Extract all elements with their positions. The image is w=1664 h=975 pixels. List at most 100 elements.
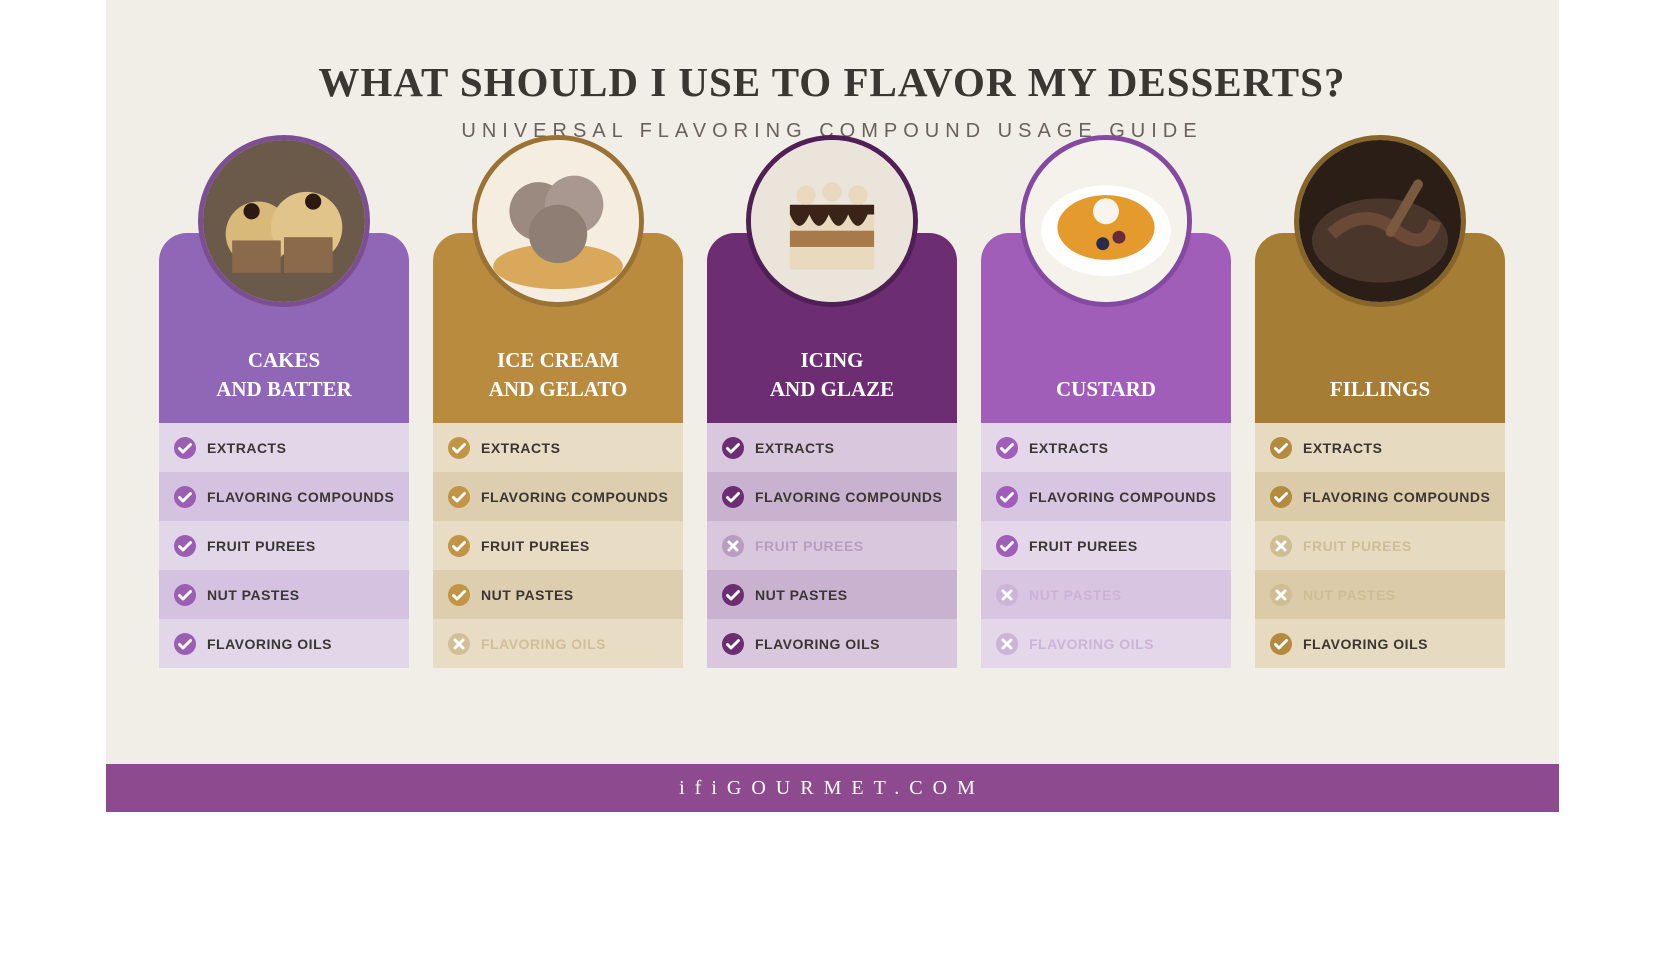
flavor-row: NUT PASTES: [707, 570, 957, 619]
flavor-row: FLAVORING OILS: [433, 619, 683, 668]
category-column: ICE CREAMAND GELATO EXTRACTS FLAVORING C…: [433, 203, 683, 668]
flavor-row: EXTRACTS: [1255, 423, 1505, 472]
columns-container: CAKESAND BATTER EXTRACTS FLAVORING COMPO…: [106, 203, 1559, 668]
cross-icon: [447, 632, 471, 656]
infographic-canvas: WHAT SHOULD I USE TO FLAVOR MY DESSERTS?…: [106, 0, 1559, 812]
flavor-row: FLAVORING COMPOUNDS: [159, 472, 409, 521]
flavor-row: FRUIT PUREES: [159, 521, 409, 570]
food-image: [746, 135, 918, 307]
flavor-label: FLAVORING COMPOUNDS: [1029, 489, 1216, 505]
footer-bar: ifiGOURMET.COM: [106, 764, 1559, 812]
cross-icon: [1269, 534, 1293, 558]
flavor-label: FLAVORING OILS: [1303, 636, 1428, 652]
flavor-label: NUT PASTES: [207, 587, 300, 603]
flavor-rows: EXTRACTS FLAVORING COMPOUNDS FRUIT PUREE…: [981, 423, 1231, 668]
flavor-row: FRUIT PUREES: [981, 521, 1231, 570]
flavor-row: FLAVORING COMPOUNDS: [707, 472, 957, 521]
category-column: ICINGAND GLAZE EXTRACTS FLAVORING COMPOU…: [707, 203, 957, 668]
flavor-label: FRUIT PUREES: [207, 538, 316, 554]
category-column: FILLINGS EXTRACTS FLAVORING COMPOUNDS FR…: [1255, 203, 1505, 668]
flavor-row: FLAVORING COMPOUNDS: [1255, 472, 1505, 521]
category-title-line1: ICING: [800, 346, 863, 374]
category-column: CUSTARD EXTRACTS FLAVORING COMPOUNDS FRU…: [981, 203, 1231, 668]
category-title-line2: AND BATTER: [216, 375, 352, 403]
flavor-label: FRUIT PUREES: [481, 538, 590, 554]
flavor-label: EXTRACTS: [1303, 440, 1382, 456]
flavor-label: FLAVORING COMPOUNDS: [1303, 489, 1490, 505]
footer-text: ifiGOURMET.COM: [679, 777, 985, 800]
food-image: [1020, 135, 1192, 307]
check-icon: [173, 583, 197, 607]
flavor-row: EXTRACTS: [159, 423, 409, 472]
flavor-label: NUT PASTES: [1303, 587, 1396, 603]
flavor-row: NUT PASTES: [159, 570, 409, 619]
flavor-label: FLAVORING COMPOUNDS: [207, 489, 394, 505]
flavor-row: EXTRACTS: [707, 423, 957, 472]
food-image: [1294, 135, 1466, 307]
flavor-label: EXTRACTS: [207, 440, 286, 456]
flavor-label: FRUIT PUREES: [1029, 538, 1138, 554]
flavor-row: FLAVORING OILS: [159, 619, 409, 668]
check-icon: [995, 534, 1019, 558]
category-title-line2: AND GELATO: [489, 375, 628, 403]
category-title-line2: AND GLAZE: [770, 375, 894, 403]
check-icon: [173, 436, 197, 460]
flavor-row: FRUIT PUREES: [707, 521, 957, 570]
category-title-line1: ICE CREAM: [497, 346, 619, 374]
flavor-label: FLAVORING OILS: [1029, 636, 1154, 652]
check-icon: [447, 485, 471, 509]
flavor-label: FRUIT PUREES: [1303, 538, 1412, 554]
check-icon: [447, 436, 471, 460]
check-icon: [721, 583, 745, 607]
check-icon: [447, 534, 471, 558]
check-icon: [173, 632, 197, 656]
food-image: [198, 135, 370, 307]
flavor-row: EXTRACTS: [433, 423, 683, 472]
flavor-label: EXTRACTS: [755, 440, 834, 456]
check-icon: [447, 583, 471, 607]
flavor-row: FLAVORING COMPOUNDS: [981, 472, 1231, 521]
category-title-line1: FILLINGS: [1330, 375, 1430, 403]
check-icon: [721, 436, 745, 460]
check-icon: [995, 485, 1019, 509]
category-title-line1: CUSTARD: [1056, 375, 1156, 403]
flavor-row: FLAVORING OILS: [1255, 619, 1505, 668]
flavor-label: EXTRACTS: [481, 440, 560, 456]
flavor-label: NUT PASTES: [1029, 587, 1122, 603]
cross-icon: [721, 534, 745, 558]
check-icon: [1269, 485, 1293, 509]
flavor-row: NUT PASTES: [433, 570, 683, 619]
check-icon: [721, 632, 745, 656]
check-icon: [1269, 436, 1293, 460]
flavor-row: FRUIT PUREES: [1255, 521, 1505, 570]
cross-icon: [995, 583, 1019, 607]
flavor-label: EXTRACTS: [1029, 440, 1108, 456]
main-title: WHAT SHOULD I USE TO FLAVOR MY DESSERTS?: [106, 58, 1559, 106]
flavor-label: FLAVORING OILS: [755, 636, 880, 652]
flavor-label: FLAVORING COMPOUNDS: [755, 489, 942, 505]
check-icon: [173, 534, 197, 558]
flavor-row: NUT PASTES: [1255, 570, 1505, 619]
flavor-label: FRUIT PUREES: [755, 538, 864, 554]
category-title-line1: CAKES: [248, 346, 320, 374]
category-column: CAKESAND BATTER EXTRACTS FLAVORING COMPO…: [159, 203, 409, 668]
flavor-rows: EXTRACTS FLAVORING COMPOUNDS FRUIT PUREE…: [707, 423, 957, 668]
cross-icon: [1269, 583, 1293, 607]
flavor-row: NUT PASTES: [981, 570, 1231, 619]
check-icon: [173, 485, 197, 509]
flavor-label: NUT PASTES: [755, 587, 848, 603]
flavor-label: FLAVORING OILS: [207, 636, 332, 652]
check-icon: [721, 485, 745, 509]
flavor-label: FLAVORING COMPOUNDS: [481, 489, 668, 505]
cross-icon: [995, 632, 1019, 656]
food-image: [472, 135, 644, 307]
flavor-rows: EXTRACTS FLAVORING COMPOUNDS FRUIT PUREE…: [159, 423, 409, 668]
flavor-row: FLAVORING COMPOUNDS: [433, 472, 683, 521]
flavor-label: FLAVORING OILS: [481, 636, 606, 652]
flavor-row: FRUIT PUREES: [433, 521, 683, 570]
flavor-row: EXTRACTS: [981, 423, 1231, 472]
flavor-label: NUT PASTES: [481, 587, 574, 603]
flavor-rows: EXTRACTS FLAVORING COMPOUNDS FRUIT PUREE…: [433, 423, 683, 668]
flavor-rows: EXTRACTS FLAVORING COMPOUNDS FRUIT PUREE…: [1255, 423, 1505, 668]
flavor-row: FLAVORING OILS: [707, 619, 957, 668]
